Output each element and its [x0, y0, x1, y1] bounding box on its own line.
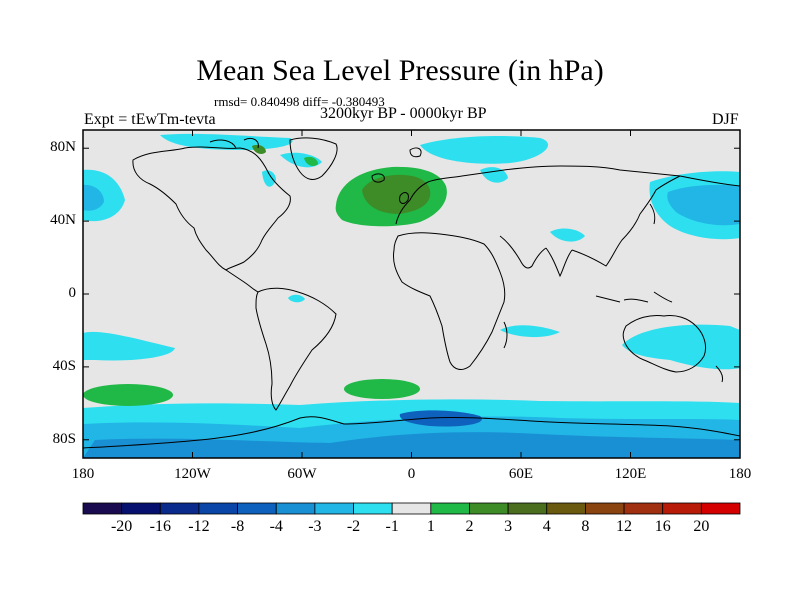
british-isles-coast: [399, 192, 409, 204]
x-tick-label: 180: [71, 466, 95, 482]
colorbar-label: 20: [693, 518, 710, 535]
north-atlantic-positive-core: [362, 174, 431, 214]
arabia-coast: [499, 235, 547, 269]
x-tick-label: 60E: [508, 466, 534, 482]
coastlines: [83, 137, 740, 449]
central-america-coast: [225, 269, 259, 293]
colorbar-swatch: [353, 502, 393, 515]
south-pacific-positive: [83, 384, 173, 406]
canada-negative: [262, 170, 276, 187]
barents-negative: [480, 167, 508, 183]
iceland-coast: [371, 173, 385, 183]
colorbar-label: 3: [504, 518, 513, 535]
antarctica-coast: [83, 416, 740, 449]
colorbar-label: -12: [188, 518, 210, 535]
x-tick-label: 120W: [174, 466, 211, 482]
colorbar-label: -2: [346, 518, 361, 535]
colorbar-swatch: [662, 502, 702, 515]
canadian-arctic-coast: [209, 137, 259, 149]
colorbar-swatch: [546, 502, 586, 515]
colorbar-label: -1: [385, 518, 399, 535]
east-asia-coast: [571, 175, 681, 267]
colorbar-swatch: [469, 502, 509, 515]
x-tick-label: 120E: [614, 466, 647, 482]
y-tick-label: 80S: [52, 430, 76, 447]
colorbar-label: -3: [308, 518, 322, 535]
colorbar-swatch: [700, 502, 741, 515]
colorbar-swatch: [121, 502, 161, 515]
north-pacific-west-core: [83, 184, 104, 211]
period-label: 3200kyr BP - 0000kyr BP: [320, 105, 487, 122]
x-tick-label: 0: [407, 466, 416, 482]
japan-coast: [649, 203, 656, 225]
new-zealand-coast: [715, 365, 723, 383]
south-america-coast: [255, 287, 337, 411]
antarctic-core-negative: [83, 432, 740, 458]
colorbar-label: 16: [654, 518, 671, 535]
colorbar-swatch: [159, 502, 200, 515]
colorbar-label: 8: [581, 518, 590, 535]
arctic-positive-patch: [304, 156, 318, 166]
west-pacific-patch: [550, 228, 585, 242]
greenland-coast: [289, 137, 338, 180]
africa-coast: [393, 232, 506, 370]
australia-coast: [622, 315, 707, 373]
anomaly-field: [83, 133, 740, 458]
colorbar-swatch: [237, 502, 277, 515]
svalbard-coast: [409, 147, 422, 158]
colorbar-label: 12: [616, 518, 633, 535]
tasman-negative: [500, 325, 560, 338]
colorbar: [82, 502, 741, 515]
axis-ticks: [82, 130, 741, 458]
y-tick-label: 80N: [50, 139, 76, 156]
stats-label: rmsd= 0.840498 diff= -0.380493: [214, 94, 385, 109]
colorbar-label: -16: [149, 518, 171, 535]
colorbar-swatch: [314, 502, 354, 515]
colorbar-label: -8: [230, 518, 245, 535]
colorbar-swatch: [198, 502, 238, 515]
south-atlantic-positive: [344, 379, 420, 399]
colorbar-label: 1: [426, 518, 435, 535]
y-tick-label: 40S: [52, 357, 76, 374]
colorbar-label: -4: [269, 518, 283, 535]
y-tick-label: 40N: [50, 212, 76, 229]
north-america-coast: [132, 146, 291, 271]
colorbar-swatch: [623, 502, 664, 515]
europe-coast: [395, 165, 740, 225]
australia-negative: [622, 324, 740, 370]
colorbar-swatch: [82, 502, 123, 515]
experiment-label: Expt = tEwTm-tevta: [84, 111, 216, 128]
india-coast: [545, 247, 573, 278]
madagascar-coast: [503, 321, 508, 349]
colorbar-swatch: [585, 502, 625, 515]
north-pacific-east-core: [667, 184, 740, 226]
greenland-positive-patch: [252, 144, 266, 154]
amazon-negative: [288, 294, 305, 303]
colorbar-swatch: [430, 502, 470, 515]
x-tick-label: 180: [728, 466, 752, 482]
indonesia-coast: [595, 291, 673, 303]
colorbar-swatch: [275, 502, 316, 515]
colorbar-label: 2: [465, 518, 474, 535]
colorbar-swatch: [507, 502, 548, 515]
x-tick-label: 60W: [287, 466, 317, 482]
south-pacific-negative: [83, 331, 175, 361]
siberian-arctic-negative: [420, 136, 549, 164]
colorbar-swatch: [391, 502, 432, 515]
antarctic-deep-negative: [399, 410, 482, 427]
season-label: DJF: [712, 111, 739, 128]
y-tick-label: 0: [68, 285, 77, 301]
colorbar-label: -20: [110, 518, 133, 535]
plot-title: Mean Sea Level Pressure (in hPa): [196, 54, 604, 87]
colorbar-label: 4: [542, 518, 551, 535]
